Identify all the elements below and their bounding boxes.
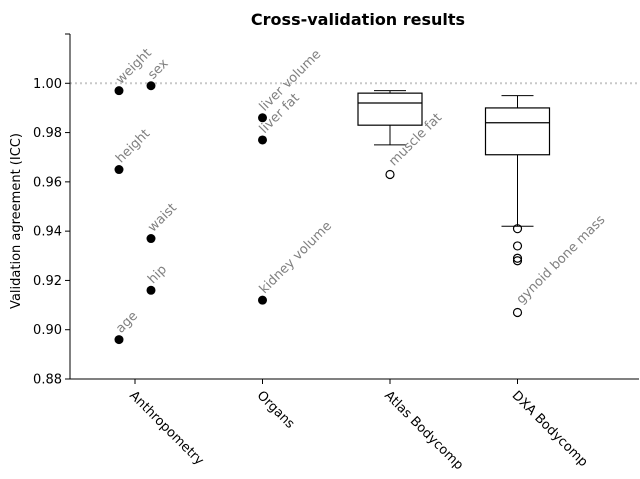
x-tick-label: Atlas Bodycomp [381,388,466,473]
chart-title: Cross-validation results [251,10,465,29]
plot-area: 0.88 0.90 0.92 0.94 0.96 0.98 1.00 Anthropometr… [33,33,639,473]
x-tick-label: Anthropometry [126,388,206,468]
data-point [258,113,267,123]
data-point [146,285,156,295]
box [357,92,423,126]
outlier-point [385,169,395,180]
y-tick-label: 1.00 [33,77,62,92]
data-point [114,86,124,96]
y-tick-label: 0.90 [33,323,62,338]
outlier-point [512,224,523,234]
outlier-point [512,307,523,318]
data-point [114,165,124,175]
point-label: weight [113,46,155,88]
data-point [114,335,124,345]
data-point [258,135,267,145]
x-tick-label: DXA Bodycomp [509,388,591,470]
point-label: kidney volume [257,219,335,297]
point-label: age [113,309,141,337]
data-point [258,295,267,305]
outlier-point [512,256,523,266]
data-point [146,234,156,244]
point-label: hip [145,262,170,287]
y-tick-label: 0.88 [33,373,62,388]
y-tick-label: 0.94 [33,225,62,240]
point-label: height [113,126,153,166]
box [484,107,551,156]
y-tick-label: 0.98 [33,126,62,141]
y-tick-label: 0.92 [33,274,62,289]
x-tick-label: Organs [254,388,298,432]
data-point [146,81,156,91]
y-tick-label: 0.96 [33,175,62,190]
outlier-label: muscle fat [386,110,445,169]
outlier-point [512,253,523,263]
point-label: waist [145,201,180,236]
y-axis-label: Validation agreement (ICC) [9,133,24,309]
outlier-point [512,241,523,251]
